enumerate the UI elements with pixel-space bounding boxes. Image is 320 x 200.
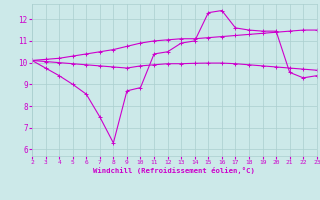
X-axis label: Windchill (Refroidissement éolien,°C): Windchill (Refroidissement éolien,°C) (93, 167, 255, 174)
